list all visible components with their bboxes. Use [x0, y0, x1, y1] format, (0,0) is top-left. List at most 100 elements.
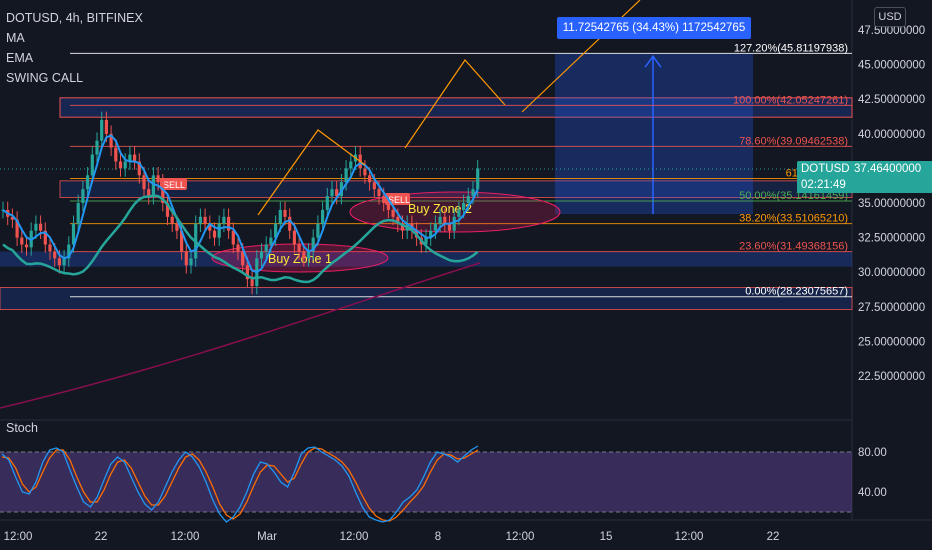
measure-arrow-head: [644, 55, 662, 68]
candle-body: [95, 140, 99, 155]
candle-body: [429, 230, 433, 238]
candle-body: [316, 223, 320, 238]
fib-label: 100.00%(42.05247261): [733, 94, 848, 106]
x-axis-tick: 15: [600, 531, 613, 543]
fib-label: 50.00%(35.14161459): [739, 190, 848, 202]
projection-path: [257, 129, 366, 216]
candle-body: [10, 216, 14, 220]
y-axis-tick: 35.00000000: [858, 198, 925, 210]
candle-body: [476, 168, 480, 190]
candle-body: [48, 244, 52, 252]
x-axis-tick: Mar: [257, 531, 277, 543]
candle-body: [128, 154, 132, 162]
fib-label: 0.00%(28.23075657): [745, 286, 848, 298]
candle-body: [15, 219, 19, 238]
candle-body: [222, 216, 226, 224]
candle-body: [109, 133, 113, 148]
candle-body: [184, 251, 188, 266]
candle-body: [306, 251, 311, 259]
candle-body: [462, 203, 466, 210]
candle-body: [292, 230, 296, 245]
candle-body: [368, 175, 372, 183]
x-axis-tick: 12:00: [506, 531, 535, 543]
candle-body: [189, 258, 193, 266]
buy-zone-1-label: Buy Zone 1: [268, 252, 332, 266]
stoch-label: Stoch: [6, 421, 38, 435]
candle-body: [241, 251, 245, 266]
x-axis-tick: 12:00: [675, 531, 704, 543]
ema-line: [2, 134, 479, 274]
candle-body: [344, 168, 348, 183]
zone-band-top: [59, 97, 853, 118]
measure-label: 11.72542765 (34.43%) 1172542765: [557, 17, 751, 39]
candle-body: [377, 189, 381, 197]
candle-body: [274, 223, 278, 238]
candle-body: [363, 168, 367, 176]
currency-button[interactable]: USD: [874, 7, 906, 27]
x-axis-tick: 22: [767, 531, 780, 543]
candle-body: [396, 216, 400, 224]
candle-body: [452, 216, 456, 231]
sell-tag-1: [160, 178, 187, 190]
candle-body: [142, 175, 146, 190]
candle-body: [283, 209, 287, 217]
y-axis-tick: 25.00000000: [858, 336, 925, 348]
candle-body: [86, 175, 90, 190]
price-tag-symbol: DOTUSD 02:21:49: [797, 161, 853, 193]
candle-body: [123, 161, 127, 169]
candle-body: [20, 237, 24, 245]
candle-body: [400, 223, 405, 231]
fib-label: 78.60%(39.09462538): [739, 135, 848, 147]
candle-body: [104, 119, 108, 134]
stoch-y-tick: 80.00: [858, 447, 887, 459]
price-countdown: 02:21:49: [801, 179, 846, 191]
long-ma-line: [0, 262, 481, 409]
x-axis-tick: 12:00: [171, 531, 200, 543]
candle-body: [57, 258, 61, 266]
candle-body: [466, 196, 470, 203]
candle-body: [34, 223, 38, 231]
y-axis-tick: 22.50000000: [858, 371, 925, 383]
candle-body: [372, 182, 376, 190]
candle-body: [245, 265, 249, 280]
candle-body: [231, 230, 235, 245]
y-axis-tick: 42.50000000: [858, 94, 925, 106]
y-axis-tick: 32.50000000: [858, 233, 925, 245]
candle-body: [203, 216, 207, 224]
candle-body: [447, 223, 452, 231]
indicator-ma[interactable]: MA: [6, 31, 25, 45]
candle-body: [170, 216, 174, 224]
candle-body: [118, 161, 123, 169]
candle-body: [175, 223, 179, 231]
candle-body: [161, 182, 165, 203]
candle-body: [391, 209, 395, 217]
candle-body: [24, 244, 29, 248]
indicator-ema[interactable]: EMA: [6, 51, 34, 65]
symbol-label: DOTUSD, 4h, BITFINEX: [6, 11, 143, 25]
chart-legend: DOTUSD, 4h, BITFINEX MA EMA SWING CALL: [6, 8, 143, 88]
candle-body: [321, 209, 325, 224]
candle-body: [76, 203, 80, 224]
y-axis-tick: 27.50000000: [858, 302, 925, 314]
candle-body: [71, 223, 76, 245]
candle-body: [311, 237, 315, 252]
candle-body: [208, 223, 212, 231]
candle-body: [147, 189, 151, 197]
candle-body: [471, 189, 475, 197]
candle-body: [443, 216, 447, 224]
candle-body: [43, 230, 47, 245]
candle-body: [250, 279, 254, 287]
candle-body: [198, 216, 202, 224]
candle-body: [137, 161, 141, 176]
candle-body: [259, 251, 264, 259]
fib-label: 127.20%(45.81197938): [734, 42, 848, 54]
stoch-d-line: [1, 447, 479, 522]
y-axis-tick: 45.00000000: [858, 60, 925, 72]
current-price-label: 37.46400000: [850, 161, 932, 193]
candle-body: [457, 209, 461, 217]
zone-band-bottom: [0, 287, 853, 310]
stoch-k-line: [1, 445, 479, 523]
candle-body: [114, 147, 118, 162]
indicator-swing-call[interactable]: SWING CALL: [6, 71, 84, 85]
candle-body: [278, 209, 282, 224]
